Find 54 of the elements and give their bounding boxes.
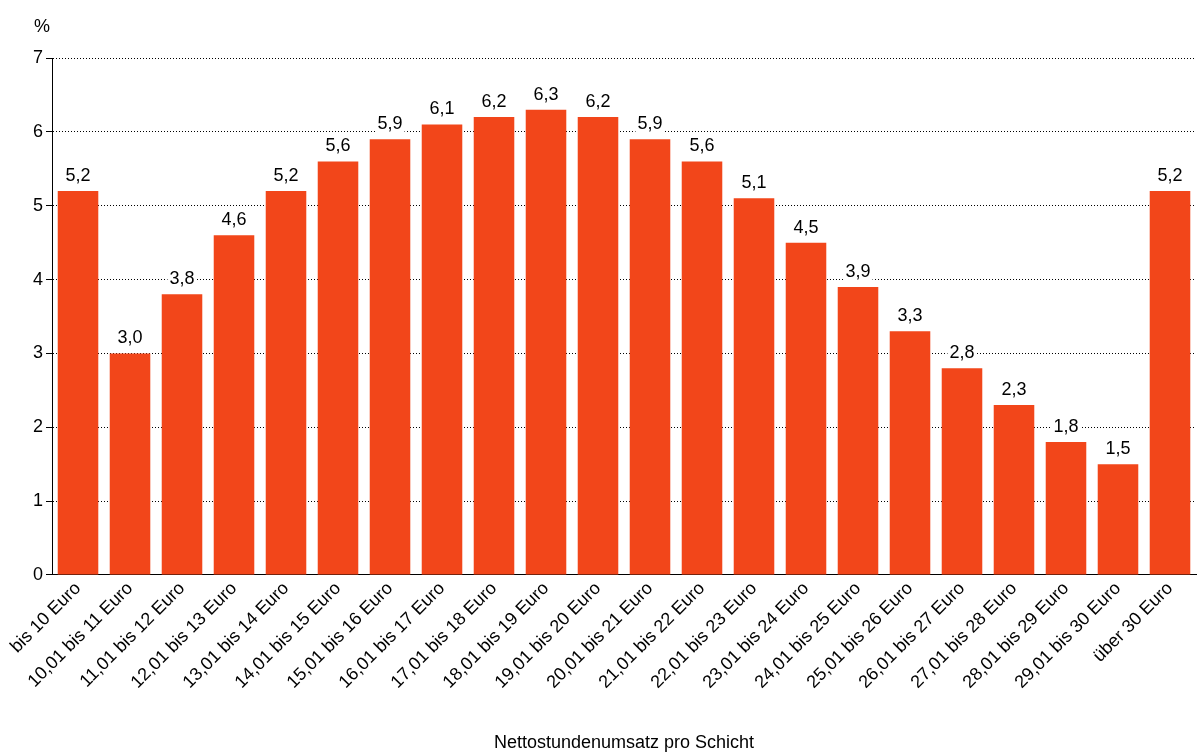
data-label: 6,1 — [429, 98, 455, 119]
data-label: 6,2 — [481, 91, 507, 112]
data-label: 5,2 — [65, 164, 91, 185]
y-tick-label: 7 — [33, 46, 44, 67]
y-tick-label: 0 — [33, 563, 44, 584]
data-label: 5,9 — [637, 113, 663, 134]
bar — [369, 139, 411, 575]
data-label: 2,3 — [1001, 379, 1027, 400]
bar — [317, 161, 359, 575]
y-tick-label: 5 — [33, 194, 44, 215]
bar — [213, 235, 255, 575]
bar — [1045, 442, 1087, 575]
data-label: 5,6 — [689, 135, 715, 156]
bar — [629, 139, 671, 575]
data-label: 5,1 — [741, 172, 767, 193]
bar — [577, 117, 619, 575]
bar — [941, 368, 983, 575]
data-label: 5,6 — [325, 135, 351, 156]
data-label: 6,2 — [585, 91, 611, 112]
data-label: 5,2 — [273, 164, 299, 185]
bar — [993, 405, 1035, 575]
bar — [57, 190, 99, 575]
data-label: 2,8 — [949, 342, 975, 363]
data-label: 5,2 — [1157, 164, 1183, 185]
bar — [785, 242, 827, 575]
y-tick-label: 6 — [33, 120, 44, 141]
y-axis-title: % — [34, 15, 51, 36]
data-label: 3,9 — [845, 260, 871, 281]
data-label: 6,3 — [533, 83, 559, 104]
x-axis-title: Nettostundenumsatz pro Schicht — [493, 731, 755, 752]
y-tick-label: 3 — [33, 342, 44, 363]
data-label: 4,5 — [793, 216, 819, 237]
bar — [681, 161, 723, 575]
data-label: 1,8 — [1053, 415, 1079, 436]
bar — [473, 117, 515, 575]
bar — [109, 353, 151, 575]
bar — [733, 198, 775, 575]
bar — [1097, 464, 1139, 575]
y-tick-label: 2 — [33, 416, 44, 437]
y-tick-label: 1 — [33, 490, 44, 511]
data-label: 1,5 — [1105, 438, 1131, 459]
bar — [525, 109, 567, 575]
y-tick-label: 4 — [33, 268, 44, 289]
data-label: 4,6 — [221, 209, 247, 230]
bar — [837, 286, 879, 575]
bar — [265, 190, 307, 575]
data-label: 5,9 — [377, 113, 403, 134]
data-label: 3,8 — [169, 268, 195, 289]
bar — [161, 294, 203, 575]
bar — [889, 331, 931, 575]
bar — [1149, 190, 1191, 575]
data-label: 3,3 — [897, 305, 923, 326]
bar — [421, 124, 463, 575]
data-label: 3,0 — [117, 327, 143, 348]
